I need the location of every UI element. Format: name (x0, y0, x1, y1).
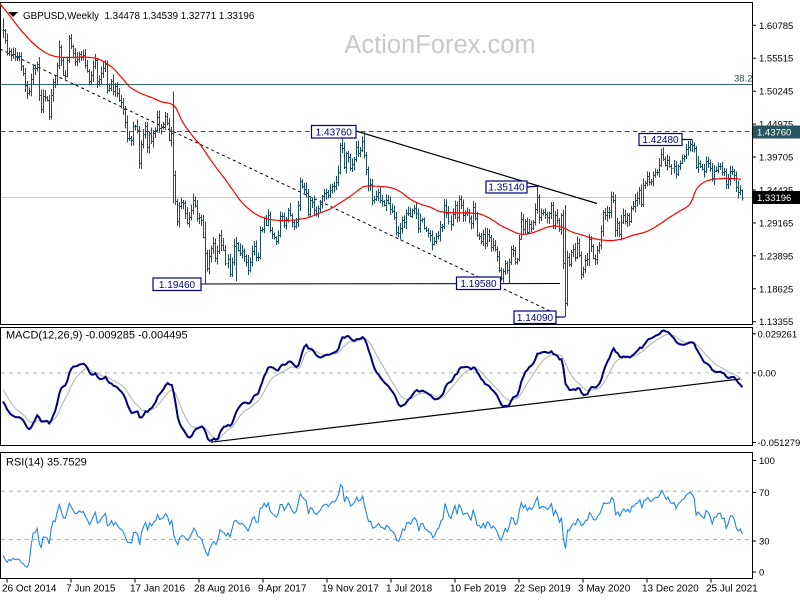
svg-text:19 Nov 2017: 19 Nov 2017 (322, 584, 379, 595)
svg-text:0.00: 0.00 (758, 368, 777, 379)
svg-text:26 Oct 2014: 26 Oct 2014 (2, 584, 57, 595)
svg-text:3 May 2020: 3 May 2020 (578, 584, 631, 595)
svg-text:1.60785: 1.60785 (759, 21, 793, 32)
svg-text:1.50245: 1.50245 (759, 87, 793, 98)
svg-text:1.33196: 1.33196 (757, 193, 791, 204)
svg-text:10 Feb 2019: 10 Feb 2019 (450, 584, 507, 595)
svg-text:1.29165: 1.29165 (759, 218, 793, 229)
svg-text:1.55515: 1.55515 (759, 54, 793, 65)
svg-text:1.42480: 1.42480 (642, 135, 679, 146)
svg-text:GBPUSD,Weekly 1.34478 1.34539: GBPUSD,Weekly 1.34478 1.34539 1.32771 1.… (23, 11, 255, 22)
svg-text:1.19460: 1.19460 (159, 280, 196, 291)
svg-text:100: 100 (759, 456, 775, 467)
svg-text:1 Jul 2018: 1 Jul 2018 (386, 584, 433, 595)
svg-text:9 Apr 2017: 9 Apr 2017 (258, 584, 307, 595)
svg-text:17 Jan 2016: 17 Jan 2016 (130, 584, 185, 595)
svg-text:1.23895: 1.23895 (759, 251, 793, 262)
svg-text:ActionForex.com: ActionForex.com (344, 31, 535, 59)
svg-text:38.2: 38.2 (734, 74, 753, 85)
svg-text:25 Jul 2021: 25 Jul 2021 (706, 584, 758, 595)
svg-text:1.39705: 1.39705 (759, 153, 793, 164)
svg-text:0: 0 (759, 568, 764, 579)
svg-text:30: 30 (759, 537, 770, 548)
svg-text:1.14090: 1.14090 (517, 313, 554, 324)
svg-text:7 Jun 2015: 7 Jun 2015 (66, 584, 116, 595)
svg-text:70: 70 (759, 488, 770, 499)
svg-text:-0.051279: -0.051279 (758, 438, 800, 449)
svg-text:1.18625: 1.18625 (759, 284, 793, 295)
svg-text:28 Aug 2016: 28 Aug 2016 (194, 584, 251, 595)
svg-text:0.029261: 0.029261 (758, 329, 798, 340)
svg-text:1.43760: 1.43760 (757, 128, 791, 139)
svg-text:1.43760: 1.43760 (316, 128, 353, 139)
svg-text:MACD(12,26,9) -0.009285 -0.004: MACD(12,26,9) -0.009285 -0.004495 (6, 330, 188, 342)
svg-text:1.19580: 1.19580 (460, 279, 497, 290)
svg-text:1.13355: 1.13355 (759, 317, 793, 328)
svg-text:13 Dec 2020: 13 Dec 2020 (642, 584, 699, 595)
svg-text:RSI(14) 35.7529: RSI(14) 35.7529 (6, 457, 87, 469)
svg-text:1.35140: 1.35140 (488, 183, 525, 194)
svg-text:22 Sep 2019: 22 Sep 2019 (514, 584, 571, 595)
